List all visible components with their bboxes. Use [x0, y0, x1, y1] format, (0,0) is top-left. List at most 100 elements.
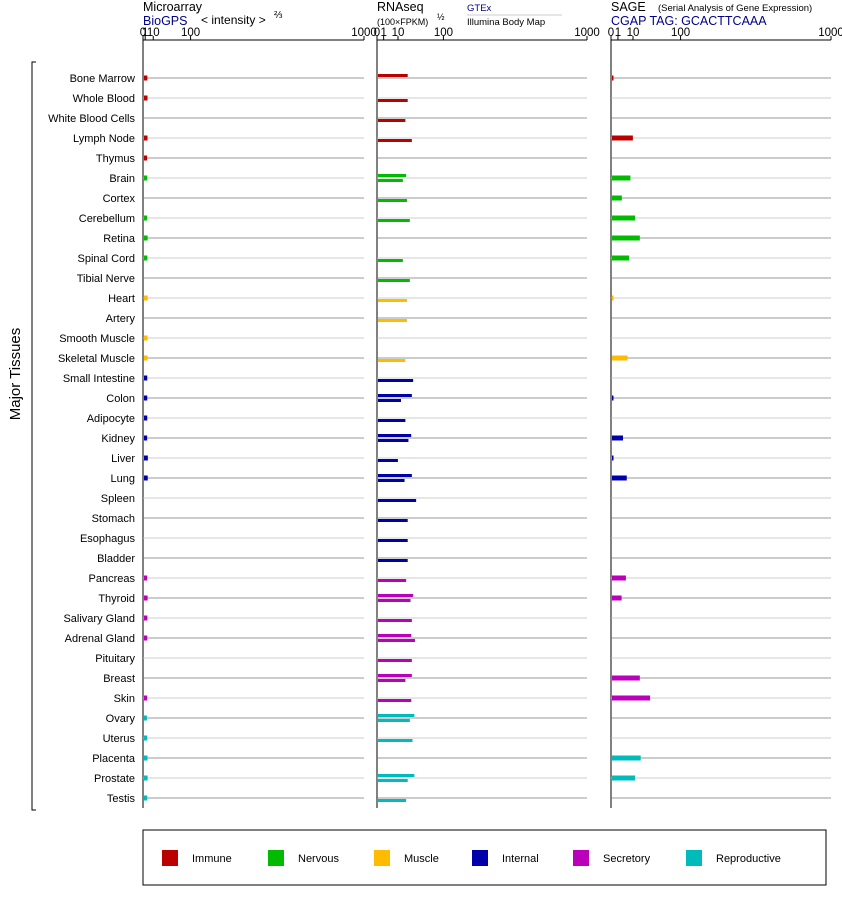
tissue-label: Testis: [107, 793, 136, 805]
tissue-label: Lymph Node: [73, 133, 135, 145]
sage-bar: [612, 395, 614, 401]
sage-bar: [612, 235, 640, 241]
gtex-bar: [378, 594, 414, 597]
illumina-bar: [378, 359, 406, 362]
legend-label-secretory: Secretory: [603, 853, 651, 865]
legend-label-internal: Internal: [502, 853, 539, 865]
tissue-label: Artery: [106, 313, 136, 325]
illumina-bar: [378, 499, 417, 502]
microarray-bar: [144, 455, 148, 461]
microarray-bar: [144, 775, 148, 781]
illumina-bar: [378, 379, 414, 382]
tissue-label: Tibial Nerve: [77, 273, 135, 285]
microarray-bar: [144, 635, 148, 641]
sage-bar: [612, 595, 622, 601]
y-axis-bracket: Major Tissues: [7, 61, 36, 811]
microarray-bar: [144, 475, 148, 481]
tissue-label: Spinal Cord: [78, 253, 135, 265]
sage-tick-label: 0: [608, 27, 614, 39]
legend-label-muscle: Muscle: [404, 853, 439, 865]
illumina-bar: [378, 179, 403, 182]
tissue-label: Salivary Gland: [63, 613, 135, 625]
tissue-label: Skin: [114, 693, 135, 705]
tissue-label: Lung: [111, 473, 135, 485]
microarray-bar: [144, 715, 147, 721]
legend-swatch-muscle: [374, 850, 390, 866]
illumina-bar: [378, 519, 408, 522]
illumina-bar: [378, 699, 412, 702]
tissue-label: Brain: [109, 173, 135, 185]
illumina-bar: [378, 639, 415, 642]
sage-bar: [612, 75, 614, 81]
illumina-bar: [378, 559, 408, 562]
sage-bar: [612, 695, 651, 701]
microarray-bar: [144, 235, 148, 241]
microarray-bar: [144, 615, 148, 621]
tissue-label: Colon: [106, 393, 135, 405]
gtex-source-label: GTEx: [467, 3, 492, 14]
gtex-bar: [378, 174, 407, 177]
illumina-bar: [378, 679, 406, 682]
illumina-bar: [378, 299, 407, 302]
microarray-bar: [144, 735, 148, 741]
sage-tick-label: 1: [615, 27, 621, 39]
illumina-bar: [378, 319, 407, 322]
tissue-label: Adipocyte: [87, 413, 135, 425]
microarray-tick-label: 1: [142, 27, 148, 39]
sage-bar: [612, 775, 636, 781]
legend-box: [142, 829, 827, 886]
legend-swatch-reproductive: [686, 850, 702, 866]
sage-title: SAGE: [611, 0, 646, 14]
rnaseq-tick-label: 1: [380, 27, 386, 39]
rnaseq-tick-label: 0: [374, 27, 380, 39]
microarray-tick-label: 10: [147, 27, 160, 39]
tissue-label: Whole Blood: [73, 93, 135, 105]
sage-tick-label: 10: [627, 27, 640, 39]
microarray-scale-label: < intensity >: [201, 13, 266, 27]
tissue-label: White Blood Cells: [48, 113, 135, 125]
illumina-bar: [378, 619, 412, 622]
legend-swatch-immune: [162, 850, 178, 866]
rnaseq-scale-label: (100×FPKM): [377, 17, 428, 27]
rnaseq-tick-label: 1000: [574, 27, 600, 39]
microarray-bar: [144, 135, 148, 141]
rnaseq-title: RNAseq: [377, 0, 424, 14]
illumina-bar: [378, 139, 412, 142]
gtex-bar: [378, 774, 415, 777]
microarray-bar: [144, 295, 148, 301]
tissue-label: Cortex: [103, 193, 136, 205]
tissue-label: Bone Marrow: [70, 73, 135, 85]
tissue-label: Small Intestine: [63, 373, 135, 385]
tissue-label: Thyroid: [98, 593, 135, 605]
illumina-bar: [378, 399, 402, 402]
microarray-bar: [144, 755, 148, 761]
illumina-bar: [378, 459, 398, 462]
sage-bar: [612, 215, 636, 221]
legend-swatch-internal: [472, 850, 488, 866]
legend-swatch-secretory: [573, 850, 589, 866]
gtex-bar: [378, 74, 408, 77]
illumina-bar: [378, 419, 406, 422]
sage-bar: [612, 755, 641, 761]
microarray-bar: [144, 435, 148, 441]
microarray-bar: [144, 415, 148, 421]
microarray-bar: [144, 395, 148, 401]
microarray-bar: [144, 695, 148, 701]
illumina-bar: [378, 99, 408, 102]
microarray-bar: [144, 375, 148, 381]
microarray-bar: [144, 575, 148, 581]
illumina-bar: [378, 539, 408, 542]
gtex-bar: [378, 394, 412, 397]
microarray-bar: [144, 175, 148, 181]
microarray-scale-exponent: ⅔: [274, 10, 283, 21]
legend-label-immune: Immune: [192, 853, 232, 865]
microarray-bar: [144, 155, 148, 161]
microarray-tick-label: 1000: [351, 27, 377, 39]
tissue-label: Breast: [103, 673, 135, 685]
microarray-source: BioGPS: [143, 14, 187, 28]
tissue-label: Heart: [108, 293, 135, 305]
tissue-rows: Bone Marrow Whole Blood White Blood Cells L…: [48, 73, 831, 805]
sage-bar: [612, 195, 622, 201]
legend-label-reproductive: Reproductive: [716, 853, 781, 865]
illumina-bar: [378, 659, 412, 662]
